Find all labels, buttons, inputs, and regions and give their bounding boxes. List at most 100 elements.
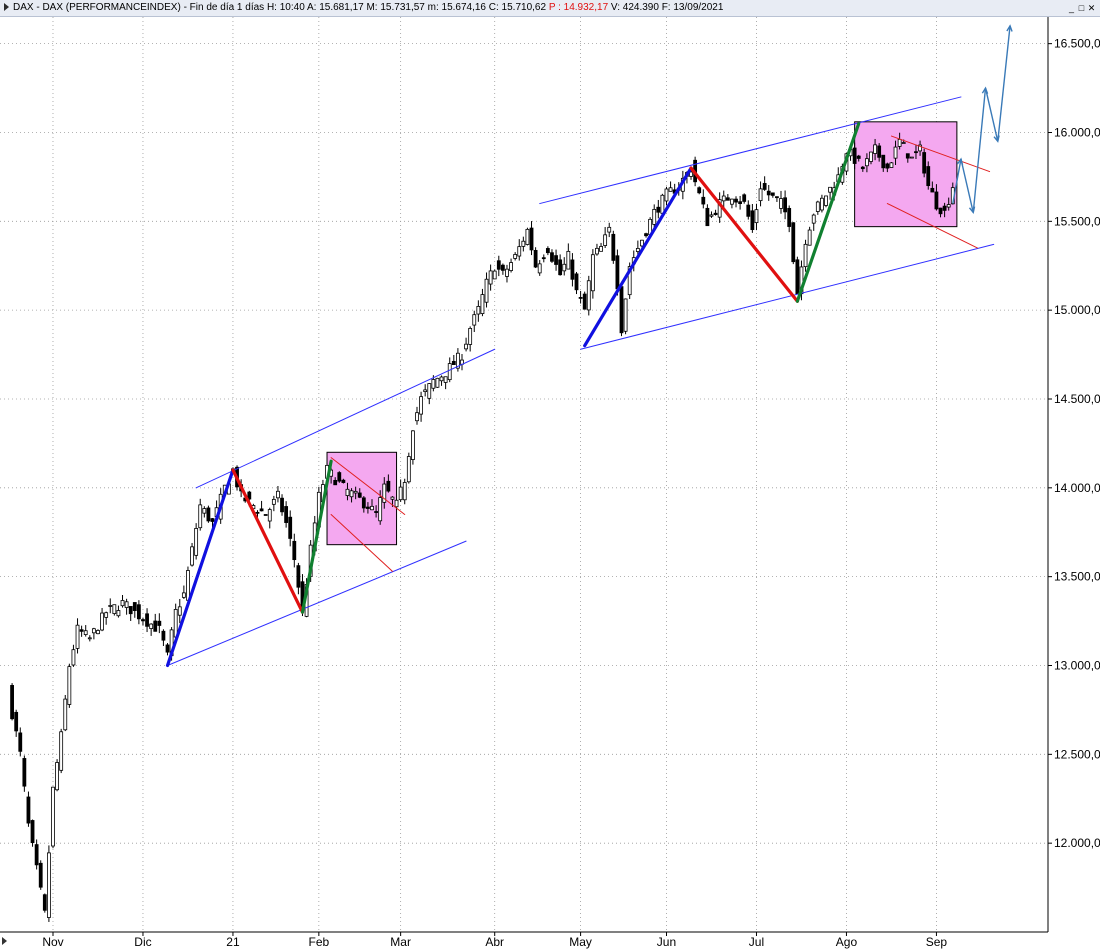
candle-up xyxy=(873,144,877,154)
candle-up xyxy=(202,508,207,514)
candle xyxy=(734,196,738,208)
candle-down xyxy=(259,508,264,512)
candle-down xyxy=(247,491,252,500)
candle-up xyxy=(635,248,640,252)
candle xyxy=(578,290,583,304)
candle xyxy=(47,845,51,922)
candle-up xyxy=(721,195,726,202)
candle xyxy=(382,477,387,509)
candle-up xyxy=(267,509,272,522)
candle xyxy=(852,142,857,170)
candle-up xyxy=(505,268,509,277)
candle-down xyxy=(34,844,39,866)
candle-up xyxy=(390,496,395,500)
candle xyxy=(96,629,100,635)
candle xyxy=(349,488,354,503)
candle xyxy=(566,243,571,270)
candle-down xyxy=(766,190,771,196)
impulse-up-blue xyxy=(165,468,235,668)
candle xyxy=(619,281,624,337)
candle xyxy=(271,495,276,512)
candle xyxy=(811,213,816,231)
channel-lower-line xyxy=(580,243,995,350)
x-tick-label: Dic xyxy=(134,935,151,949)
candle-up xyxy=(599,246,603,252)
candle-up xyxy=(468,328,473,345)
candle xyxy=(885,162,890,173)
candle xyxy=(280,494,284,516)
candle-up xyxy=(427,383,432,399)
candle xyxy=(656,199,661,219)
candle-down xyxy=(292,540,297,561)
candle xyxy=(824,195,828,208)
candle xyxy=(595,243,599,256)
candle-down xyxy=(734,198,738,203)
candle xyxy=(934,184,939,211)
candle-up xyxy=(435,377,440,388)
x-tick-label: Nov xyxy=(42,935,63,949)
x-tick-label: May xyxy=(569,935,592,949)
candle xyxy=(668,181,673,192)
chart-menu-icon[interactable] xyxy=(4,3,9,12)
candle xyxy=(116,605,121,618)
candle xyxy=(775,196,779,202)
candle-down xyxy=(38,862,43,888)
candle-up xyxy=(668,187,673,192)
candle xyxy=(545,246,550,256)
candle-down xyxy=(574,273,579,291)
candle xyxy=(492,269,497,280)
candle-down xyxy=(30,820,35,844)
candle-down xyxy=(361,497,366,509)
candle xyxy=(443,376,448,390)
candle-down xyxy=(922,152,927,174)
maximize-icon[interactable]: □ xyxy=(1078,2,1085,13)
candle-up xyxy=(709,214,714,217)
candle-up xyxy=(271,498,276,505)
candle-down xyxy=(930,187,935,193)
candle-down xyxy=(280,497,284,513)
candle xyxy=(537,260,542,276)
candle xyxy=(91,627,96,640)
candle xyxy=(439,375,444,386)
candle xyxy=(87,635,92,642)
candle xyxy=(108,598,113,614)
candle xyxy=(484,272,489,308)
candle-down xyxy=(386,480,391,492)
candle xyxy=(288,510,293,547)
price-chart[interactable]: 12.000,00 12.500,00 13.000,00 13.500,00 14.0… xyxy=(0,17,1100,949)
candle-down xyxy=(14,711,19,732)
candle xyxy=(893,140,898,165)
candle-down xyxy=(570,259,575,280)
candle-down xyxy=(296,565,301,588)
candle-down xyxy=(79,629,84,632)
candle xyxy=(533,247,538,269)
candle-down xyxy=(725,197,730,201)
candle xyxy=(725,194,730,201)
candle-up xyxy=(112,604,117,614)
candle-down xyxy=(451,360,456,366)
candle xyxy=(586,275,591,316)
candle-down xyxy=(255,511,260,514)
candle xyxy=(411,430,415,465)
candle xyxy=(157,613,162,634)
scroll-left-icon[interactable] xyxy=(2,937,7,945)
candle-up xyxy=(562,263,567,272)
candle-up xyxy=(595,247,599,255)
candle-down xyxy=(697,187,702,194)
candle-up xyxy=(889,162,894,168)
candle xyxy=(292,533,297,568)
minimize-icon[interactable]: _ xyxy=(1068,2,1074,13)
candle-down xyxy=(934,191,939,210)
close-icon[interactable]: ✕ xyxy=(1087,2,1096,13)
candle xyxy=(803,239,808,272)
candle-up xyxy=(865,158,869,167)
candle-down xyxy=(496,260,501,270)
candle-down xyxy=(366,506,370,509)
candle-up xyxy=(586,280,591,311)
candle xyxy=(468,326,473,352)
candle xyxy=(717,192,722,223)
candle xyxy=(75,618,80,654)
candle xyxy=(922,148,927,178)
candle-down xyxy=(132,602,137,611)
candle xyxy=(18,727,23,757)
